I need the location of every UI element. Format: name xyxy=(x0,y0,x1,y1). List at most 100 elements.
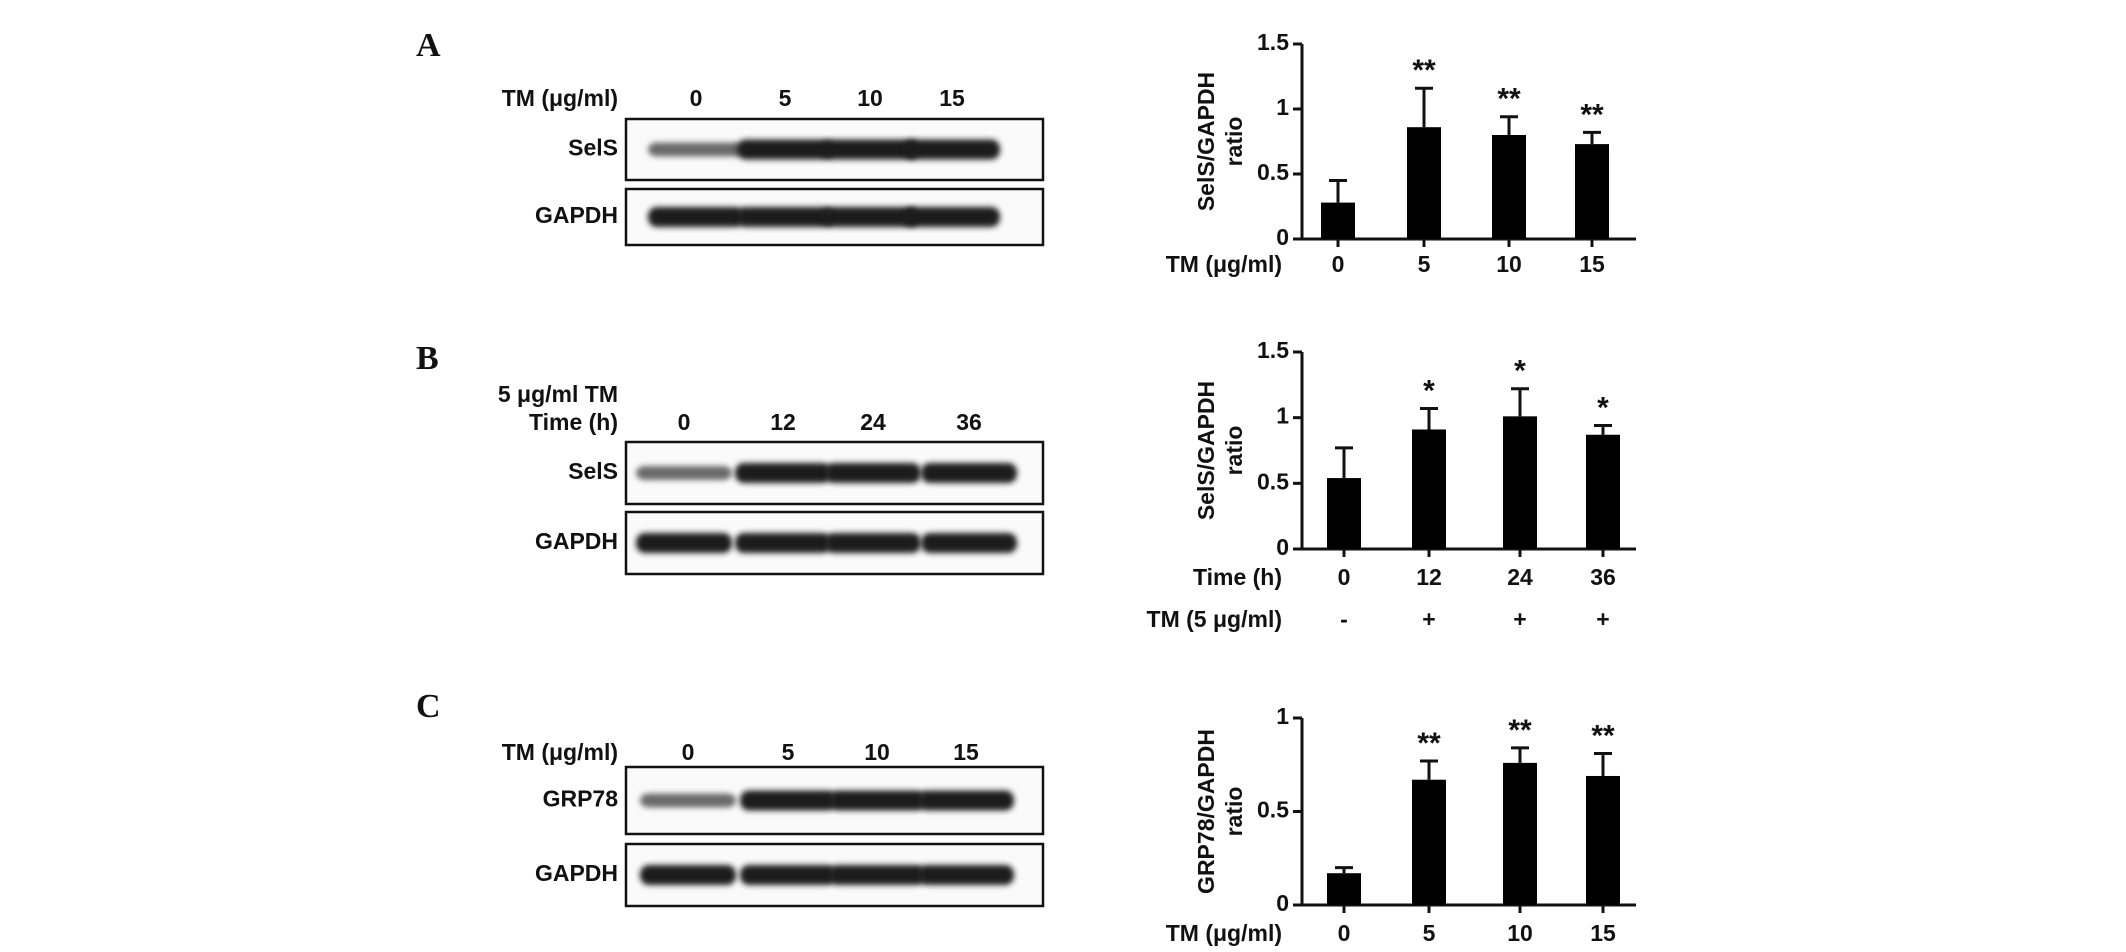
bar xyxy=(1327,873,1361,905)
panel-letter: A xyxy=(416,27,441,64)
row-label: SelS xyxy=(568,458,618,484)
row-label: GAPDH xyxy=(535,528,618,554)
band xyxy=(822,139,918,160)
row-label: GAPDH xyxy=(535,860,618,886)
lane-label: 15 xyxy=(953,739,979,765)
y-axis-label: GRP78/GAPDHratio xyxy=(1193,729,1247,894)
bar xyxy=(1586,775,1620,905)
y-axis-label-line: ratio xyxy=(1221,426,1247,476)
band xyxy=(918,790,1014,811)
x-tick-label: 15 xyxy=(1590,920,1616,946)
row-label: SelS xyxy=(568,135,618,161)
row-label: GAPDH xyxy=(535,202,618,228)
blot-header: Time (h) xyxy=(529,409,618,435)
lane-label: 24 xyxy=(860,409,886,435)
y-tick-label: 1.5 xyxy=(1257,29,1289,55)
y-tick-label: 0.5 xyxy=(1257,159,1289,185)
band xyxy=(921,463,1017,483)
row-label: GRP78 xyxy=(543,786,619,812)
x-tick-label: 15 xyxy=(1579,251,1605,277)
x-tick-label-2: + xyxy=(1422,606,1435,632)
y-axis-label: SelS/GAPDHratio xyxy=(1193,381,1247,520)
lane-label: 10 xyxy=(857,85,883,111)
band xyxy=(904,139,1000,160)
blot-header: TM (μg/ml) xyxy=(502,85,618,111)
bar xyxy=(1412,779,1446,905)
band xyxy=(640,865,736,885)
significance: ** xyxy=(1591,719,1615,752)
x-axis-label: TM (μg/ml) xyxy=(1166,920,1282,946)
band xyxy=(737,207,833,227)
band xyxy=(740,865,836,885)
band xyxy=(825,533,921,553)
lane-label: 36 xyxy=(956,409,982,435)
band xyxy=(640,793,736,808)
x-axis-label: Time (h) xyxy=(1193,564,1282,590)
band xyxy=(829,865,925,885)
y-tick-label: 0.5 xyxy=(1257,797,1289,823)
bar xyxy=(1412,429,1446,549)
x-tick-label: 10 xyxy=(1507,920,1533,946)
bar xyxy=(1586,434,1620,549)
band xyxy=(904,207,1000,227)
x-tick-label: 0 xyxy=(1338,920,1351,946)
band xyxy=(737,139,833,160)
bar xyxy=(1503,416,1537,549)
bar xyxy=(1503,762,1537,905)
x-tick-label: 0 xyxy=(1332,251,1345,277)
y-tick-label: 0 xyxy=(1276,224,1289,250)
x-tick-label: 5 xyxy=(1423,920,1436,946)
y-tick-label: 1.5 xyxy=(1257,337,1289,363)
band xyxy=(829,790,925,811)
y-axis-label-line: SelS/GAPDH xyxy=(1193,381,1219,520)
y-tick-label: 0 xyxy=(1276,890,1289,916)
x-tick-label: 24 xyxy=(1507,564,1533,590)
lane-label: 5 xyxy=(782,739,795,765)
blot-header: 5 μg/ml TM xyxy=(498,381,618,407)
band xyxy=(735,463,831,483)
lane-label: 0 xyxy=(678,409,691,435)
panel-letter: C xyxy=(416,688,441,725)
bar xyxy=(1327,478,1361,549)
band xyxy=(735,533,831,553)
blot-header: TM (μg/ml) xyxy=(502,739,618,765)
significance: * xyxy=(1514,355,1526,388)
x-axis-label: TM (μg/ml) xyxy=(1166,251,1282,277)
bar xyxy=(1321,202,1355,239)
band xyxy=(918,865,1014,885)
band xyxy=(636,533,732,553)
lane-label: 15 xyxy=(939,85,965,111)
band xyxy=(740,790,836,811)
x-tick-label: 12 xyxy=(1416,564,1442,590)
bar xyxy=(1492,135,1526,239)
lane-label: 12 xyxy=(770,409,796,435)
y-tick-label: 1 xyxy=(1276,703,1289,729)
y-axis-label-line: SelS/GAPDH xyxy=(1193,72,1219,211)
y-axis-label-line: ratio xyxy=(1221,787,1247,837)
band xyxy=(822,207,918,227)
significance: ** xyxy=(1508,714,1532,747)
band xyxy=(648,207,744,227)
x-axis-label: TM (5 μg/ml) xyxy=(1147,606,1282,632)
x-tick-label: 36 xyxy=(1590,564,1616,590)
band xyxy=(825,463,921,483)
x-tick-label: 0 xyxy=(1338,564,1351,590)
significance: * xyxy=(1597,391,1609,424)
x-tick-label-2: + xyxy=(1596,606,1609,632)
band xyxy=(648,142,744,157)
panel-letter: B xyxy=(416,340,439,377)
y-tick-label: 0.5 xyxy=(1257,468,1289,494)
x-tick-label: 10 xyxy=(1496,251,1522,277)
bar xyxy=(1407,127,1441,239)
y-tick-label: 1 xyxy=(1276,403,1289,429)
bar xyxy=(1575,144,1609,239)
significance: ** xyxy=(1497,83,1521,116)
significance: ** xyxy=(1412,54,1436,87)
significance: ** xyxy=(1417,727,1441,760)
x-tick-label-2: + xyxy=(1513,606,1526,632)
x-tick-label: 5 xyxy=(1418,251,1431,277)
lane-label: 5 xyxy=(779,85,792,111)
x-tick-label-2: - xyxy=(1340,606,1348,632)
lane-label: 0 xyxy=(690,85,703,111)
